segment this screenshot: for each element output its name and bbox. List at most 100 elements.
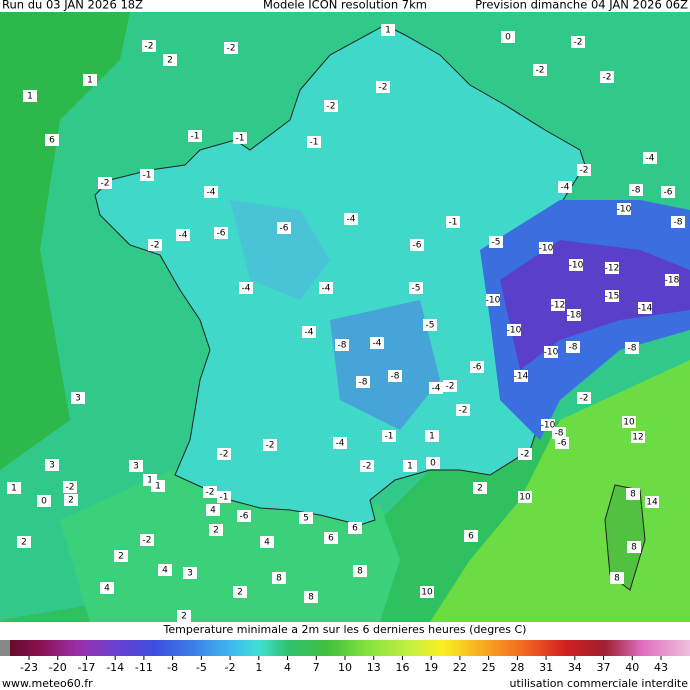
colorbar-cell <box>156 640 159 656</box>
label-box <box>577 164 591 176</box>
colorbar-cell <box>94 640 97 656</box>
station-value: -2 <box>327 102 336 112</box>
colorbar-cell <box>598 640 601 656</box>
colorbar-cell <box>606 640 609 656</box>
colorbar-tick-label: -23 <box>20 661 38 674</box>
label-box <box>302 326 316 338</box>
colorbar-cell <box>490 640 493 656</box>
colorbar-cell <box>594 640 597 656</box>
colorbar-cell <box>644 640 647 656</box>
colorbar-cell <box>202 640 205 656</box>
colorbar-cell <box>582 640 585 656</box>
colorbar-cell <box>566 640 569 656</box>
colorbar-tick-label: -17 <box>77 661 95 674</box>
colorbar-cell <box>412 640 415 656</box>
station-value: -4 <box>322 284 331 294</box>
colorbar-tick-label: 7 <box>313 661 320 674</box>
colorbar-cell <box>452 640 455 656</box>
colorbar-cell <box>536 640 539 656</box>
colorbar-cell <box>578 640 581 656</box>
colorbar-cell <box>600 640 603 656</box>
label-box <box>489 236 503 248</box>
station-value: 4 <box>264 538 270 548</box>
colorbar-cell <box>188 640 191 656</box>
label-box <box>533 64 547 76</box>
colorbar-cell <box>238 640 241 656</box>
model-label: Modele ICON resolution 7km <box>263 0 427 12</box>
station-value: 1 <box>407 462 413 472</box>
colorbar-cell <box>482 640 485 656</box>
colorbar-cell <box>668 640 671 656</box>
station-value: -4 <box>305 328 314 338</box>
label-box <box>237 510 251 522</box>
label-box <box>335 339 349 351</box>
colorbar-cell <box>12 640 15 656</box>
colorbar-cell <box>486 640 489 656</box>
label-box <box>567 309 581 321</box>
colorbar-cell <box>624 640 627 656</box>
colorbar-cell <box>64 640 67 656</box>
colorbar-cell <box>158 640 161 656</box>
colorbar-cell <box>208 640 211 656</box>
colorbar-cell <box>376 640 379 656</box>
colorbar-cell <box>190 640 193 656</box>
station-value: -4 <box>179 231 188 241</box>
station-value: 10 <box>519 493 531 503</box>
label-box <box>37 495 51 507</box>
station-value: 1 <box>27 92 33 102</box>
label-box <box>239 282 253 294</box>
colorbar-cell <box>84 640 87 656</box>
label-box <box>518 491 532 503</box>
colorbar-tick-label: 10 <box>338 661 352 674</box>
colorbar-cell <box>28 640 31 656</box>
colorbar-cell <box>268 640 271 656</box>
label-box <box>631 431 645 443</box>
colorbar-cell <box>632 640 635 656</box>
colorbar-cell <box>270 640 273 656</box>
station-value: 10 <box>421 588 433 598</box>
label-box <box>353 565 367 577</box>
colorbar-cell <box>432 640 435 656</box>
colorbar-cell <box>140 640 143 656</box>
colorbar-cell <box>388 640 391 656</box>
label-box <box>403 460 417 472</box>
colorbar-cell <box>608 640 611 656</box>
colorbar-cell <box>636 640 639 656</box>
label-box <box>129 460 143 472</box>
colorbar-cell <box>248 640 251 656</box>
station-value: -2 <box>603 73 612 83</box>
colorbar-cell <box>214 640 217 656</box>
colorbar-cell <box>162 640 165 656</box>
colorbar-cell <box>222 640 225 656</box>
colorbar-cell <box>180 640 183 656</box>
colorbar-cell <box>82 640 85 656</box>
station-value: 3 <box>133 462 139 472</box>
colorbar-cell <box>216 640 219 656</box>
colorbar-cell <box>252 640 255 656</box>
colorbar-cell <box>454 640 457 656</box>
colorbar-cell <box>256 640 259 656</box>
colorbar-cell <box>336 640 339 656</box>
colorbar-cell <box>186 640 189 656</box>
colorbar-cell <box>36 640 39 656</box>
colorbar-cell <box>408 640 411 656</box>
label-box <box>569 259 583 271</box>
colorbar-cell <box>468 640 471 656</box>
colorbar-cell <box>114 640 117 656</box>
colorbar-cell <box>666 640 669 656</box>
colorbar-cell <box>204 640 207 656</box>
colorbar-cell <box>458 640 461 656</box>
forecast-label: Prevision dimanche 04 JAN 2026 06Z <box>475 0 688 12</box>
colorbar-cell <box>358 640 361 656</box>
colorbar-cell <box>686 640 689 656</box>
colorbar-cell <box>538 640 541 656</box>
colorbar-cell <box>18 640 21 656</box>
colorbar-cell <box>172 640 175 656</box>
label-box <box>507 324 521 336</box>
station-value: -14 <box>514 372 529 382</box>
label-box <box>617 203 631 215</box>
colorbar-cell <box>282 640 285 656</box>
station-value: -1 <box>236 134 245 144</box>
cool-zone <box>230 200 330 300</box>
colorbar-tick-label: 1 <box>255 661 262 674</box>
